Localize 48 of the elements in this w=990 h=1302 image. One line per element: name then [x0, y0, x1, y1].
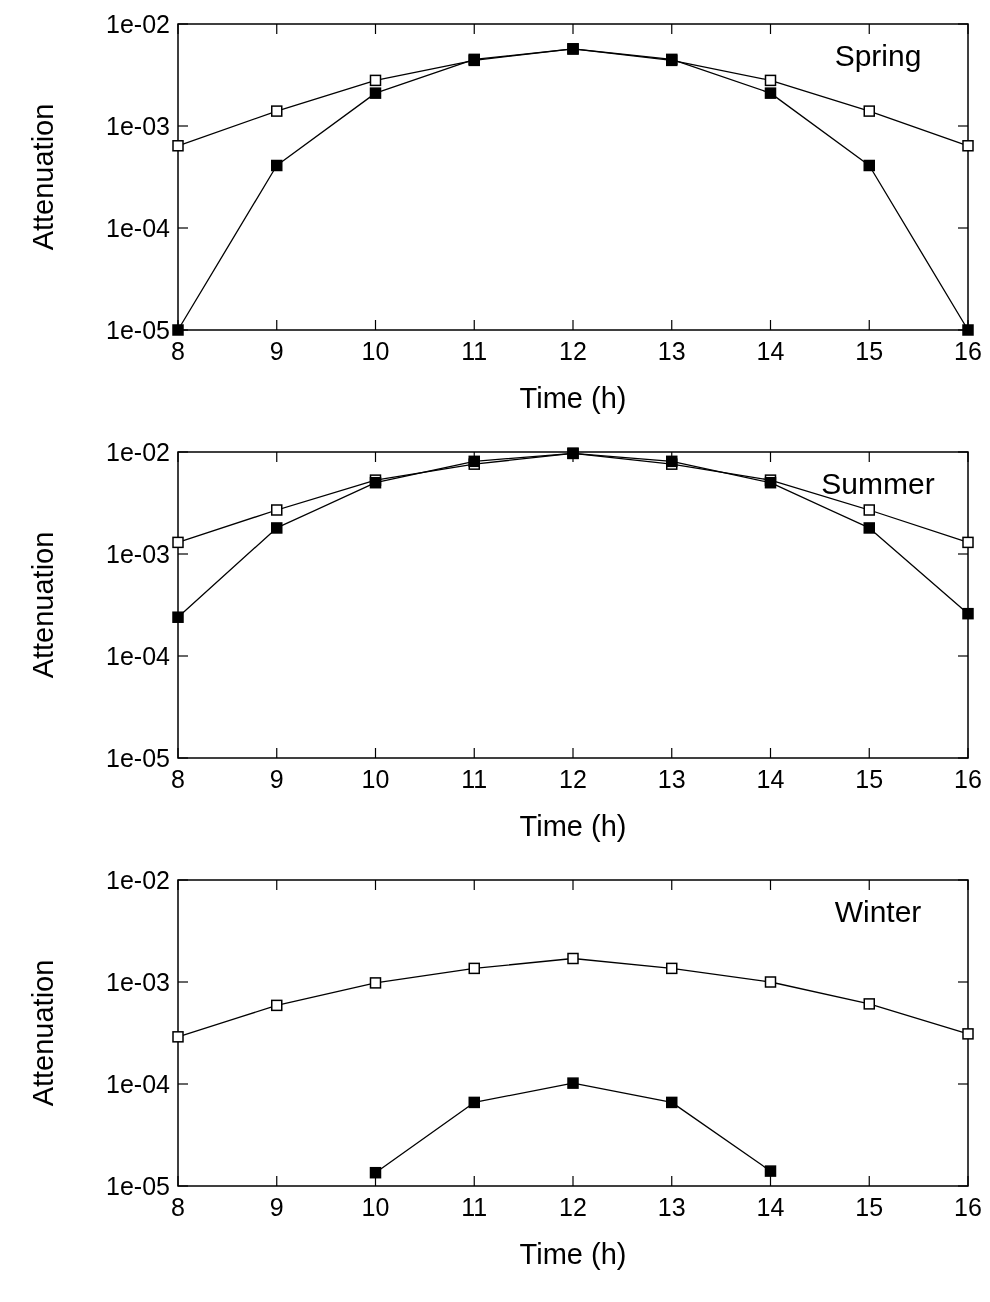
text: Summer	[821, 467, 935, 500]
x-tick-label: 13	[657, 1193, 686, 1221]
x-tick-label: 10	[361, 337, 390, 365]
text: Winter	[834, 895, 922, 928]
x-axis-title: Time (h)	[519, 810, 627, 842]
x-tick-label: 16	[954, 337, 982, 365]
x-tick-label: 9	[269, 1193, 284, 1221]
x-tick-label: 16	[954, 765, 982, 793]
x-axis-title: Time (h)	[519, 1238, 627, 1270]
y-tick-label: 1e-05	[106, 1172, 170, 1200]
x-tick-label: 13	[657, 337, 686, 365]
x-tick-label: 14	[756, 1193, 785, 1221]
x-tick-label: 16	[954, 1193, 982, 1221]
x-tick-label: 12	[559, 765, 587, 793]
y-tick-label: 1e-03	[106, 112, 170, 140]
y-tick-label: 1e-04	[106, 1070, 171, 1098]
x-tick-label: 10	[361, 1193, 390, 1221]
y-tick-label: 1e-02	[106, 866, 170, 894]
text: Spring	[834, 39, 922, 72]
x-tick-label: 8	[171, 337, 185, 365]
x-tick-label: 10	[361, 765, 390, 793]
x-axis-title: Time (h)	[519, 382, 627, 414]
x-tick-label: 13	[657, 765, 686, 793]
y-axis-title: Attenuation	[27, 103, 59, 251]
y-tick-label: 1e-05	[106, 744, 170, 772]
x-tick-label: 14	[756, 337, 785, 365]
y-tick-label: 1e-04	[106, 642, 171, 670]
x-tick-label: 9	[269, 337, 284, 365]
x-tick-label: 11	[461, 1193, 488, 1221]
x-tick-label: 11	[461, 337, 488, 365]
x-tick-label: 8	[171, 1193, 185, 1221]
y-tick-label: 1e-04	[106, 214, 171, 242]
y-tick-label: 1e-05	[106, 316, 170, 344]
x-tick-label: 8	[171, 765, 185, 793]
y-tick-label: 1e-03	[106, 540, 170, 568]
y-tick-label: 1e-03	[106, 968, 170, 996]
x-tick-label: 12	[559, 337, 587, 365]
x-tick-label: 15	[855, 765, 884, 793]
x-tick-label: 15	[855, 1193, 884, 1221]
x-tick-label: 9	[269, 765, 284, 793]
x-tick-label: 11	[461, 765, 488, 793]
x-tick-label: 14	[756, 765, 785, 793]
y-axis-title: Attenuation	[27, 531, 59, 679]
y-tick-label: 1e-02	[106, 438, 170, 466]
x-tick-label: 15	[855, 337, 884, 365]
x-tick-label: 12	[559, 1193, 587, 1221]
y-tick-label: 1e-02	[106, 10, 170, 38]
y-axis-title: Attenuation	[27, 959, 59, 1107]
